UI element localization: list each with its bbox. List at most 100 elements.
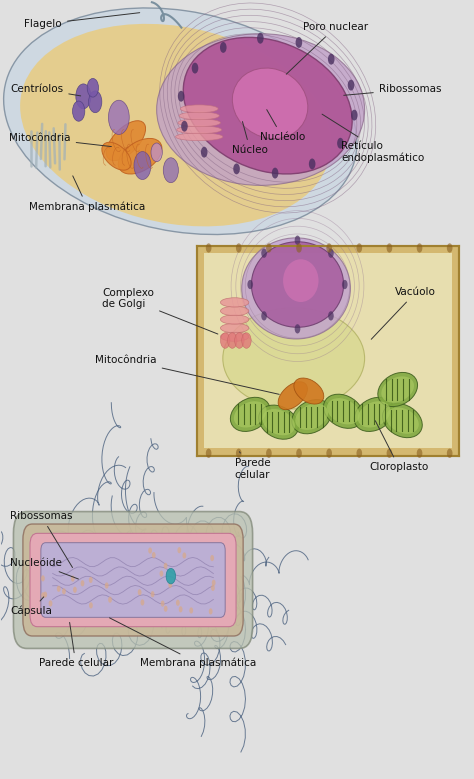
Circle shape — [296, 37, 302, 48]
Circle shape — [43, 591, 47, 597]
Circle shape — [177, 547, 181, 553]
Circle shape — [148, 548, 152, 554]
Circle shape — [76, 84, 91, 109]
Circle shape — [81, 580, 84, 587]
Circle shape — [134, 152, 151, 179]
Text: Membrana plasmática: Membrana plasmática — [109, 618, 256, 668]
Ellipse shape — [175, 133, 223, 141]
Ellipse shape — [179, 112, 219, 120]
Ellipse shape — [230, 397, 270, 432]
Circle shape — [296, 449, 302, 458]
Ellipse shape — [220, 315, 249, 324]
Ellipse shape — [220, 332, 249, 341]
Circle shape — [57, 586, 61, 592]
Circle shape — [49, 601, 53, 607]
Ellipse shape — [156, 33, 365, 185]
Circle shape — [417, 243, 422, 252]
Text: Nucleóide: Nucleóide — [10, 558, 78, 579]
Circle shape — [447, 449, 453, 458]
Text: Complexo
de Golgi: Complexo de Golgi — [102, 287, 218, 334]
Ellipse shape — [262, 409, 295, 435]
Circle shape — [210, 555, 214, 561]
Circle shape — [296, 243, 302, 252]
Circle shape — [236, 449, 242, 458]
Ellipse shape — [294, 378, 324, 404]
Text: Flagelo: Flagelo — [24, 12, 140, 29]
Ellipse shape — [283, 259, 319, 302]
Circle shape — [89, 602, 93, 608]
Ellipse shape — [118, 139, 162, 174]
Ellipse shape — [180, 105, 218, 113]
Text: Cápsula: Cápsula — [10, 597, 52, 616]
Circle shape — [348, 79, 355, 90]
Ellipse shape — [220, 306, 249, 315]
Circle shape — [356, 449, 362, 458]
Circle shape — [73, 101, 85, 122]
Circle shape — [168, 582, 172, 588]
Circle shape — [328, 54, 335, 65]
Circle shape — [189, 608, 193, 614]
FancyBboxPatch shape — [41, 543, 225, 617]
Circle shape — [164, 605, 167, 612]
Ellipse shape — [382, 376, 414, 403]
Ellipse shape — [4, 8, 357, 234]
Text: Retículo
endoplasmático: Retículo endoplasmático — [322, 115, 424, 164]
Text: Mitocôndria: Mitocôndria — [95, 355, 279, 394]
Ellipse shape — [234, 401, 266, 428]
Circle shape — [233, 164, 240, 174]
Circle shape — [295, 324, 301, 333]
Circle shape — [356, 243, 362, 252]
Circle shape — [152, 552, 155, 559]
Circle shape — [140, 599, 144, 605]
Circle shape — [109, 100, 129, 135]
Circle shape — [191, 62, 198, 73]
FancyBboxPatch shape — [13, 512, 253, 648]
Circle shape — [236, 243, 242, 252]
Circle shape — [417, 449, 422, 458]
FancyBboxPatch shape — [204, 253, 452, 448]
Text: Núcleo: Núcleo — [232, 122, 268, 155]
Circle shape — [73, 587, 77, 593]
Ellipse shape — [383, 404, 422, 438]
Circle shape — [105, 583, 109, 589]
Text: Mitocôndria: Mitocôndria — [9, 133, 111, 146]
Ellipse shape — [178, 119, 220, 127]
Circle shape — [41, 575, 45, 581]
Ellipse shape — [354, 397, 394, 432]
Circle shape — [166, 569, 175, 584]
Ellipse shape — [278, 382, 308, 410]
Text: Nucléolo: Nucléolo — [260, 110, 305, 142]
Circle shape — [212, 580, 216, 586]
Circle shape — [228, 333, 237, 348]
Circle shape — [161, 601, 164, 607]
Circle shape — [247, 280, 253, 289]
Circle shape — [261, 249, 267, 258]
Ellipse shape — [323, 394, 363, 428]
Circle shape — [176, 600, 180, 606]
Ellipse shape — [242, 238, 350, 339]
Text: Cloroplasto: Cloroplasto — [369, 421, 428, 472]
Text: Vacúolo: Vacúolo — [371, 287, 436, 340]
Circle shape — [447, 243, 453, 252]
Circle shape — [206, 243, 211, 252]
Ellipse shape — [20, 24, 331, 227]
Circle shape — [242, 333, 251, 348]
Circle shape — [160, 570, 164, 576]
FancyBboxPatch shape — [197, 245, 459, 456]
Ellipse shape — [358, 401, 391, 428]
Ellipse shape — [232, 68, 308, 139]
Circle shape — [351, 110, 357, 121]
Ellipse shape — [295, 404, 328, 430]
Ellipse shape — [220, 323, 249, 333]
Ellipse shape — [386, 407, 419, 434]
Circle shape — [151, 591, 155, 597]
Circle shape — [164, 562, 167, 569]
Circle shape — [62, 588, 66, 594]
Circle shape — [295, 235, 301, 245]
Text: Membrana plasmática: Membrana plasmática — [29, 176, 146, 212]
Circle shape — [309, 158, 316, 169]
Ellipse shape — [220, 298, 249, 307]
Circle shape — [211, 585, 215, 591]
Ellipse shape — [327, 398, 360, 425]
Circle shape — [266, 449, 272, 458]
